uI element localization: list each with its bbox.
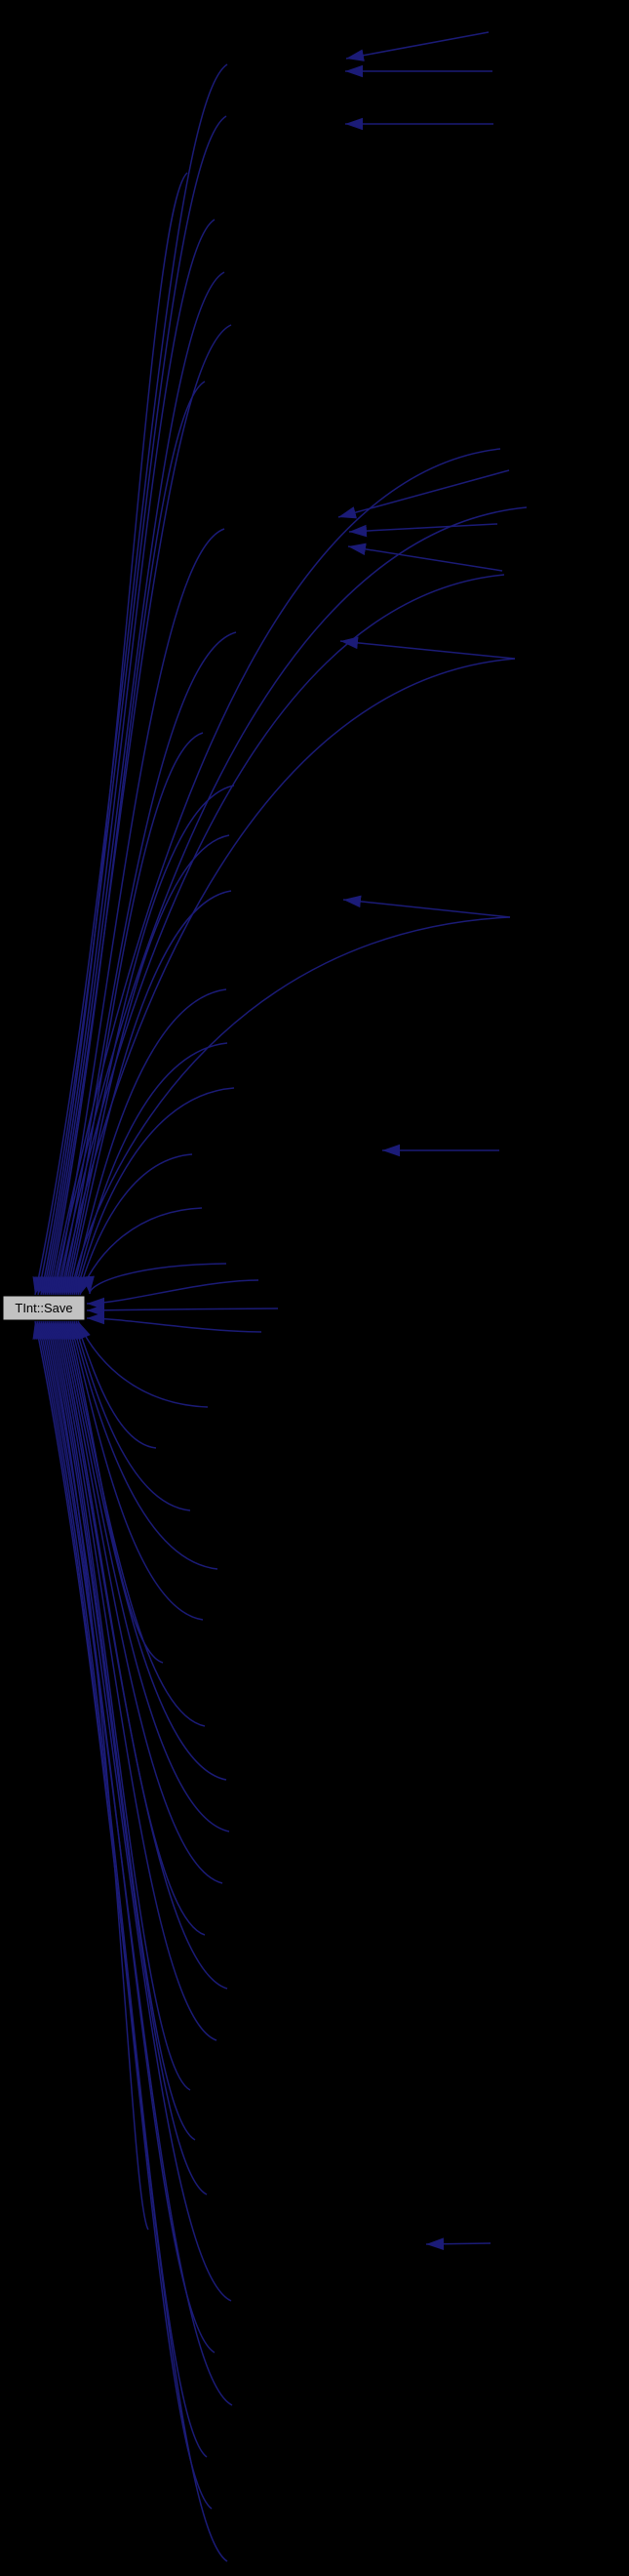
caller-edge (69, 988, 227, 1296)
second-level-caller-edge (347, 543, 503, 572)
caller-edge (44, 324, 232, 1296)
caller-edge (34, 1320, 213, 2510)
caller-edge (46, 1320, 208, 2195)
caller-edge (50, 506, 528, 1296)
hub-node-box[interactable] (2, 1295, 86, 1321)
caller-edge (54, 1320, 228, 1990)
caller-edge (32, 1320, 228, 2562)
caller-edge (86, 1311, 262, 1333)
caller-edge (66, 1320, 164, 1664)
caller-edge (42, 1320, 232, 2302)
caller-edge (42, 271, 225, 1296)
caller-edge (67, 916, 511, 1296)
caller-edge (79, 1207, 203, 1296)
caller-edge (32, 63, 228, 1296)
caller-edge (46, 381, 206, 1296)
caller-edge (35, 115, 227, 1296)
caller-edge (70, 1320, 218, 1570)
caller-edge (56, 631, 237, 1296)
caller-edge (59, 1320, 230, 1832)
caller-edge (86, 1304, 279, 1317)
second-level-edge-group (337, 31, 516, 2251)
second-level-caller-edge (337, 469, 510, 519)
caller-edge (38, 1320, 233, 2406)
caller-edge (63, 834, 230, 1296)
second-level-caller-edge (345, 31, 490, 61)
fan-edge-group (32, 63, 528, 2562)
hub-node-label: TInt::Save (15, 1301, 72, 1315)
second-level-caller-edge (348, 523, 498, 538)
second-level-caller-edge (425, 2237, 491, 2251)
caller-edge (65, 890, 232, 1296)
caller-edge (50, 1320, 191, 2091)
caller-edge (38, 172, 188, 1296)
caller-edge (72, 1042, 228, 1296)
second-level-caller-edge (342, 895, 511, 918)
caller-edge (48, 1320, 196, 2141)
caller-edge (61, 785, 235, 1296)
caller-edge (36, 1320, 208, 2458)
caller-edge (82, 1263, 227, 1295)
caller-edge (48, 448, 501, 1296)
caller-edge (61, 1320, 227, 1781)
caller-edge (52, 1320, 217, 2041)
caller-edge (64, 1320, 206, 1727)
caller-edge (86, 1279, 259, 1310)
hub-node[interactable]: TInt::Save (2, 1295, 86, 1321)
caller-edge (58, 1320, 223, 1884)
caller-edge (76, 1153, 193, 1296)
caller-edge (40, 219, 216, 1296)
caller-edge (68, 1320, 204, 1621)
caller-edge (59, 732, 204, 1296)
caller-edge (73, 1320, 191, 1511)
second-level-caller-edge (339, 636, 516, 660)
caller-edge (52, 528, 225, 1296)
caller-edge (74, 1087, 235, 1296)
